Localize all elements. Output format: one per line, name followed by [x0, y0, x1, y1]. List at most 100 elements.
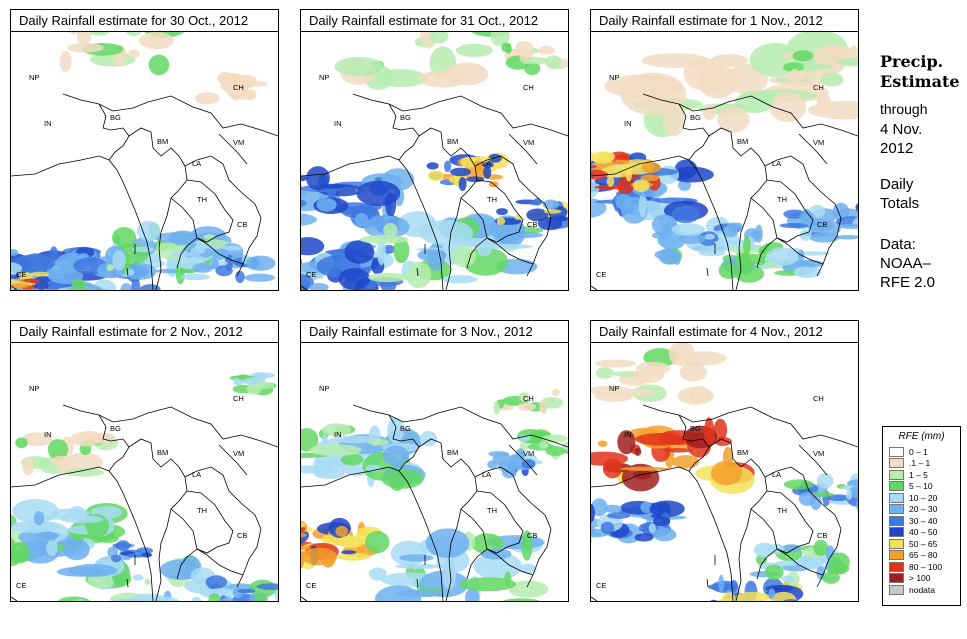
rainfall-field	[301, 32, 568, 290]
rainfall-patch	[521, 530, 533, 561]
border-line	[128, 127, 188, 290]
rainfall-patch	[124, 263, 157, 280]
rainfall-patch	[450, 167, 471, 177]
rainfall-patch	[441, 275, 478, 284]
rainfall-patch	[496, 217, 506, 226]
legend-swatch	[889, 550, 904, 561]
rainfall-patch	[368, 272, 408, 283]
rainfall-patch	[458, 177, 467, 191]
border-line	[418, 438, 478, 601]
country-label-bg: BG	[110, 113, 121, 122]
rainfall-patch	[768, 588, 776, 599]
country-label-in: IN	[44, 119, 52, 128]
country-borders	[301, 93, 568, 290]
legend-row: 50 – 65	[889, 538, 960, 550]
rainfall-patch	[591, 164, 597, 169]
rainfall-patch	[455, 43, 493, 57]
rainfall-patch	[50, 289, 57, 290]
rainfall-patch	[426, 162, 439, 170]
panel-title: Daily Rainfall estimate for 4 Nov., 2012	[591, 321, 858, 343]
border-line	[750, 508, 778, 580]
rainfall-patch	[425, 528, 470, 558]
rainfall-patch	[603, 504, 622, 513]
rainfall-field	[11, 372, 278, 601]
rainfall-patch	[792, 50, 814, 62]
rainfall-patch	[56, 566, 105, 577]
rainfall-patch	[465, 176, 485, 183]
rainfall-patch	[704, 233, 715, 240]
rainfall-patch	[515, 40, 534, 55]
border-line	[766, 179, 814, 243]
rainfall-patch	[769, 92, 807, 122]
legend-row: 80 – 100	[889, 561, 960, 573]
rainfall-map: NP CH IN BG BM VM LA TH CB CE	[591, 32, 858, 290]
rainfall-patch	[137, 220, 160, 241]
rainfall-patch	[591, 451, 628, 466]
rainfall-patch	[735, 591, 770, 601]
rainfall-patch	[600, 521, 615, 534]
rainfall-patch	[377, 237, 386, 266]
rainfall-patch	[636, 361, 671, 376]
rainfall-patch	[340, 453, 364, 466]
country-label-ch: CH	[233, 83, 244, 92]
rainfall-patch	[702, 103, 717, 120]
rainfall-patch	[365, 464, 382, 472]
rainfall-patch	[30, 271, 50, 277]
rainfall-patch	[591, 181, 593, 186]
border-line	[98, 414, 130, 472]
rainfall-map: NP CH IN BG BM VM LA TH CB CE	[11, 372, 278, 601]
rainfall-patch	[722, 227, 738, 238]
rainfall-patch	[813, 539, 829, 556]
rainfall-patch	[301, 522, 306, 528]
rainfall-patch	[683, 57, 720, 90]
rainfall-patch	[323, 557, 334, 564]
rainfall-patch	[50, 455, 74, 466]
country-borders	[301, 404, 568, 601]
rainfall-patch	[167, 260, 176, 270]
country-label-ce: CE	[16, 270, 26, 279]
country-label-ce: CE	[596, 581, 606, 590]
rainfall-patch	[253, 593, 267, 601]
country-label-cb: CB	[237, 220, 247, 229]
rainfall-patch	[539, 399, 547, 414]
rainfall-map-panel-2-nov: Daily Rainfall estimate for 2 Nov., 2012…	[10, 320, 279, 602]
rainfall-patch	[809, 232, 840, 243]
country-label-th: TH	[197, 195, 207, 204]
rainfall-patch	[533, 198, 542, 206]
rainfall-patch	[799, 210, 815, 225]
rainfall-patch	[490, 32, 510, 47]
legend-row: 5 – 10	[889, 481, 960, 493]
rainfall-patch	[381, 468, 424, 489]
border-line	[591, 285, 598, 290]
rainfall-patch	[625, 163, 633, 182]
country-label-th: TH	[487, 195, 497, 204]
border-line	[591, 596, 598, 601]
country-label-np: NP	[319, 384, 329, 393]
rainfall-patch	[496, 219, 517, 247]
legend-row: > 100	[889, 573, 960, 585]
rainfall-patch	[751, 230, 762, 240]
rainfall-patch	[59, 50, 72, 72]
border-line	[11, 155, 154, 290]
border-line	[388, 414, 420, 472]
rainfall-patch	[75, 599, 87, 601]
rainfall-patch	[806, 219, 834, 232]
rainfall-patch	[301, 532, 307, 538]
rainfall-patch	[591, 498, 608, 517]
rainfall-patch	[195, 92, 220, 105]
rainfall-patch	[543, 209, 562, 214]
rainfall-patch	[192, 262, 213, 273]
legend-label: 1 – 5	[909, 469, 928, 480]
rainfall-patch	[71, 278, 87, 290]
rainfall-patch	[106, 264, 115, 272]
country-label-bg: BG	[690, 113, 701, 122]
rainfall-patch	[594, 391, 633, 402]
rainfall-patch	[743, 236, 751, 256]
rainfall-patch	[824, 45, 854, 58]
rainfall-patch	[46, 540, 58, 556]
country-label-cb: CB	[817, 531, 827, 540]
country-label-ce: CE	[16, 581, 26, 590]
rainfall-patch	[375, 69, 428, 88]
country-label-np: NP	[609, 73, 619, 82]
rainfall-patch	[330, 435, 377, 444]
